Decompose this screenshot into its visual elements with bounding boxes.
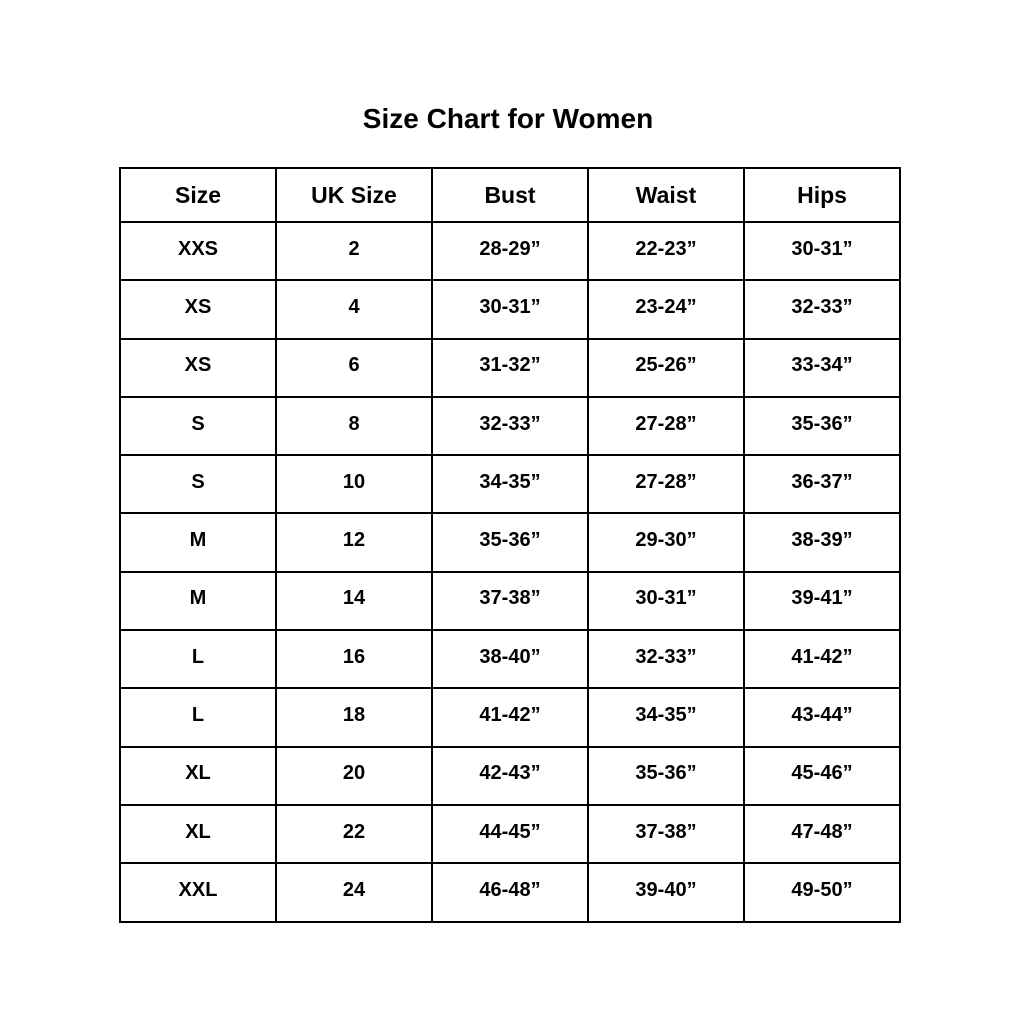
cell-size: M xyxy=(119,512,277,573)
table-row: M 14 37-38” 30-31” 39-41” xyxy=(119,570,901,632)
cell-waist: 32-33” xyxy=(587,629,745,690)
cell-waist: 29-30” xyxy=(587,512,745,573)
cell-size: S xyxy=(119,454,277,515)
cell-uk-size: 14 xyxy=(275,570,433,632)
cell-waist: 35-36” xyxy=(587,745,745,806)
cell-bust: 30-31” xyxy=(431,279,589,340)
cell-uk-size: 4 xyxy=(275,279,433,340)
column-header-hips: Hips xyxy=(743,167,901,223)
table-row: L 18 41-42” 34-35” 43-44” xyxy=(119,687,901,748)
cell-size: L xyxy=(119,687,277,748)
cell-size: XS xyxy=(119,337,277,398)
size-chart-table: Size UK Size Bust Waist Hips XXS 2 28-29” 22-23… xyxy=(119,167,901,923)
table-row: M 12 35-36” 29-30” 38-39” xyxy=(119,512,901,573)
cell-waist: 30-31” xyxy=(587,570,745,632)
column-header-uk-size: UK Size xyxy=(275,167,433,223)
table-row: XXL 24 46-48” 39-40” 49-50” xyxy=(119,862,901,923)
cell-waist: 27-28” xyxy=(587,395,745,457)
cell-bust: 32-33” xyxy=(431,395,589,457)
cell-hips: 47-48” xyxy=(743,803,901,865)
cell-bust: 31-32” xyxy=(431,337,589,398)
cell-bust: 42-43” xyxy=(431,745,589,806)
cell-hips: 32-33” xyxy=(743,279,901,340)
cell-waist: 23-24” xyxy=(587,279,745,340)
table-row: S 8 32-33” 27-28” 35-36” xyxy=(119,395,901,457)
column-header-bust: Bust xyxy=(431,167,589,223)
cell-waist: 27-28” xyxy=(587,454,745,515)
cell-size: XL xyxy=(119,803,277,865)
cell-size: M xyxy=(119,570,277,632)
table-row: XS 4 30-31” 23-24” 32-33” xyxy=(119,279,901,340)
cell-hips: 35-36” xyxy=(743,395,901,457)
cell-bust: 28-29” xyxy=(431,220,589,282)
cell-bust: 34-35” xyxy=(431,454,589,515)
cell-hips: 45-46” xyxy=(743,745,901,806)
cell-uk-size: 8 xyxy=(275,395,433,457)
cell-waist: 37-38” xyxy=(587,803,745,865)
cell-hips: 39-41” xyxy=(743,570,901,632)
table-row: XL 22 44-45” 37-38” 47-48” xyxy=(119,803,901,865)
column-header-waist: Waist xyxy=(587,167,745,223)
table-row: XS 6 31-32” 25-26” 33-34” xyxy=(119,337,901,398)
cell-uk-size: 10 xyxy=(275,454,433,515)
cell-bust: 46-48” xyxy=(431,862,589,923)
cell-size: XS xyxy=(119,279,277,340)
cell-waist: 22-23” xyxy=(587,220,745,282)
table-row: L 16 38-40” 32-33” 41-42” xyxy=(119,629,901,690)
cell-uk-size: 24 xyxy=(275,862,433,923)
cell-uk-size: 6 xyxy=(275,337,433,398)
table-row: S 10 34-35” 27-28” 36-37” xyxy=(119,454,901,515)
cell-bust: 37-38” xyxy=(431,570,589,632)
cell-uk-size: 20 xyxy=(275,745,433,806)
cell-size: S xyxy=(119,395,277,457)
cell-uk-size: 22 xyxy=(275,803,433,865)
column-header-size: Size xyxy=(119,167,277,223)
cell-bust: 35-36” xyxy=(431,512,589,573)
table-header: Size UK Size Bust Waist Hips xyxy=(119,167,901,223)
cell-hips: 49-50” xyxy=(743,862,901,923)
cell-uk-size: 12 xyxy=(275,512,433,573)
cell-hips: 33-34” xyxy=(743,337,901,398)
cell-hips: 30-31” xyxy=(743,220,901,282)
cell-hips: 41-42” xyxy=(743,629,901,690)
cell-waist: 25-26” xyxy=(587,337,745,398)
cell-uk-size: 16 xyxy=(275,629,433,690)
cell-waist: 39-40” xyxy=(587,862,745,923)
cell-bust: 38-40” xyxy=(431,629,589,690)
cell-uk-size: 18 xyxy=(275,687,433,748)
cell-bust: 44-45” xyxy=(431,803,589,865)
cell-hips: 38-39” xyxy=(743,512,901,573)
cell-size: XXS xyxy=(119,220,277,282)
cell-hips: 36-37” xyxy=(743,454,901,515)
cell-size: XXL xyxy=(119,862,277,923)
cell-size: L xyxy=(119,629,277,690)
header-row: Size UK Size Bust Waist Hips xyxy=(119,167,901,223)
cell-waist: 34-35” xyxy=(587,687,745,748)
page-title: Size Chart for Women xyxy=(362,103,654,134)
cell-hips: 43-44” xyxy=(743,687,901,748)
cell-uk-size: 2 xyxy=(275,220,433,282)
table-row: XL 20 42-43” 35-36” 45-46” xyxy=(119,745,901,806)
cell-bust: 41-42” xyxy=(431,687,589,748)
table-body: XXS 2 28-29” 22-23” 30-31” XS 4 30-31” 23-24” 32-… xyxy=(119,220,901,923)
table-row: XXS 2 28-29” 22-23” 30-31” xyxy=(119,220,901,282)
cell-size: XL xyxy=(119,745,277,806)
